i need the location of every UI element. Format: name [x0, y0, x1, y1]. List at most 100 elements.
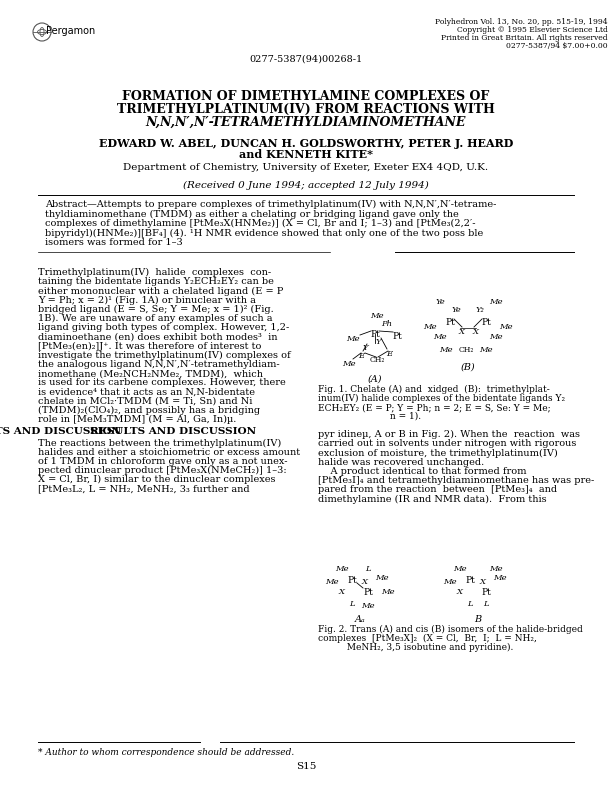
Text: L: L [483, 600, 489, 608]
Text: Trimethylplatinum(IV)  halide  complexes  con-: Trimethylplatinum(IV) halide complexes c… [38, 268, 271, 277]
Text: Me: Me [489, 565, 503, 573]
Text: TRIMETHYLPLATINUM(IV) FROM REACTIONS WITH: TRIMETHYLPLATINUM(IV) FROM REACTIONS WIT… [117, 103, 495, 116]
Text: (A): (A) [368, 375, 382, 384]
Text: Me: Me [325, 578, 339, 586]
Text: N,N,N′,N′-TETRAMETHYLDIAMINOMETHANE: N,N,N′,N′-TETRAMETHYLDIAMINOMETHANE [146, 116, 466, 129]
Text: Me: Me [335, 565, 349, 573]
Text: Abstract—Attempts to prepare complexes of trimethylplatinum(IV) with N,N,N′,N′-t: Abstract—Attempts to prepare complexes o… [45, 200, 496, 209]
Text: The reactions between the trimethylplatinum(IV): The reactions between the trimethylplati… [38, 439, 282, 447]
Text: A product identical to that formed from: A product identical to that formed from [318, 466, 526, 476]
Text: Printed in Great Britain. All rights reserved: Printed in Great Britain. All rights res… [441, 34, 608, 42]
Text: Me: Me [433, 333, 447, 341]
Text: Pt: Pt [445, 318, 455, 327]
Text: role in [MeM₃TMDM] (M = Al, Ga, In)µ.: role in [MeM₃TMDM] (M = Al, Ga, In)µ. [38, 415, 236, 425]
Text: Me: Me [489, 333, 503, 341]
Text: X: X [480, 578, 486, 586]
Text: halide was recovered unchanged.: halide was recovered unchanged. [318, 458, 484, 466]
Text: 0277-5387(94)00268-1: 0277-5387(94)00268-1 [249, 55, 363, 64]
Text: Me: Me [489, 298, 503, 306]
Text: investigate the trimethylplatinum(IV) complexes of: investigate the trimethylplatinum(IV) co… [38, 351, 291, 360]
Text: Me: Me [370, 312, 384, 320]
Text: Aₐ: Aₐ [355, 615, 365, 624]
Text: RESULTS AND DISCUSSION: RESULTS AND DISCUSSION [0, 428, 121, 436]
Text: Y: Y [375, 338, 381, 346]
Text: pared from the reaction  between  [PtMe₃]₄  and: pared from the reaction between [PtMe₃]₄… [318, 485, 557, 494]
Text: B: B [474, 615, 482, 624]
Text: of 1 TMDM in chloroform gave only as a not unex-: of 1 TMDM in chloroform gave only as a n… [38, 457, 288, 466]
Text: inomethane (Me₂NCH₂NMe₂, TMDM),  which: inomethane (Me₂NCH₂NMe₂, TMDM), which [38, 369, 263, 379]
Text: Me: Me [439, 346, 453, 354]
Text: Me: Me [493, 574, 507, 582]
Text: ligand giving both types of complex. However, 1,2-: ligand giving both types of complex. How… [38, 323, 289, 332]
Text: Fig. 1. Chelate (A) and  xidged  (B):  trimethylplat-: Fig. 1. Chelate (A) and xidged (B): trim… [318, 385, 550, 394]
Text: S15: S15 [296, 762, 316, 771]
Text: Y = Ph; x = 2)¹ (Fig. 1A) or binuclear with a: Y = Ph; x = 2)¹ (Fig. 1A) or binuclear w… [38, 295, 256, 305]
Text: Me: Me [443, 578, 457, 586]
Text: is evidence⁴ that it acts as an N,N-bidentate: is evidence⁴ that it acts as an N,N-bide… [38, 387, 255, 397]
Text: Polyhedron Vol. 13, No. 20, pp. 515-19, 1994: Polyhedron Vol. 13, No. 20, pp. 515-19, … [435, 18, 608, 26]
Text: the analogous ligand N,N,N′,N′-tetramethyldiam-: the analogous ligand N,N,N′,N′-tetrameth… [38, 360, 280, 369]
Text: Pt: Pt [363, 588, 373, 597]
Text: taining the bidentate ligands Y₂ECH₂EY₂ can be: taining the bidentate ligands Y₂ECH₂EY₂ … [38, 277, 274, 286]
Text: ECH₂EY₂ (E = P; Y = Ph; n = 2; E = S, Se: Y = Me;: ECH₂EY₂ (E = P; Y = Ph; n = 2; E = S, Se… [318, 403, 551, 412]
Text: pected dinuclear product [PtMe₃X(NMeCH₂)] 1–3:: pected dinuclear product [PtMe₃X(NMeCH₂)… [38, 466, 286, 475]
Text: L: L [349, 600, 355, 608]
Text: * Author to whom correspondence should be addressed.: * Author to whom correspondence should b… [38, 748, 294, 757]
Text: 1B). We are unaware of any examples of such a: 1B). We are unaware of any examples of s… [38, 314, 272, 323]
Text: Me: Me [381, 588, 395, 596]
Text: Me: Me [423, 323, 437, 331]
Text: (TMDM)₂(ClO₄)₂, and possibly has a bridging: (TMDM)₂(ClO₄)₂, and possibly has a bridg… [38, 406, 260, 415]
Text: E: E [386, 350, 392, 358]
Text: [PtMe₃L₂, L = NH₂, MeNH₂, 3₃ further and: [PtMe₃L₂, L = NH₂, MeNH₂, 3₃ further and [38, 485, 250, 493]
Text: L: L [365, 565, 371, 573]
Text: Pt: Pt [465, 576, 475, 585]
Text: X: X [362, 578, 368, 586]
Text: and KENNETH KITE*: and KENNETH KITE* [239, 149, 373, 160]
Text: Me: Me [346, 335, 360, 343]
Text: E: E [358, 352, 364, 360]
Text: Me: Me [342, 360, 356, 368]
Text: Ph: Ph [381, 320, 392, 328]
Text: RESULTS AND DISCUSSION: RESULTS AND DISCUSSION [90, 428, 256, 436]
Text: exclusion of moisture, the trimethylplatinum(IV): exclusion of moisture, the trimethylplat… [318, 448, 558, 458]
Text: Y: Y [362, 344, 368, 352]
Text: either mononuclear with a chelated ligand (E = P: either mononuclear with a chelated ligan… [38, 287, 283, 295]
Text: L: L [467, 600, 473, 608]
Text: X: X [339, 588, 345, 596]
Text: Y₂: Y₂ [476, 306, 485, 314]
Text: 0277-5387/94 $7.00+0.00: 0277-5387/94 $7.00+0.00 [506, 42, 608, 50]
Text: CH₂: CH₂ [458, 346, 474, 354]
Text: Pt: Pt [481, 318, 491, 327]
Text: Ye: Ye [435, 298, 445, 306]
Text: carried out in solvents under nitrogen with rigorous: carried out in solvents under nitrogen w… [318, 440, 577, 448]
Text: X: X [473, 328, 479, 336]
Text: is used for its carbene complexes. However, there: is used for its carbene complexes. Howev… [38, 379, 286, 387]
Text: complexes of dimethylamine [PtMe₃X(HNMe₂)] (X = Cl, Br and I; 1–3) and [PtMe₃(2,: complexes of dimethylamine [PtMe₃X(HNMe₂… [45, 219, 476, 228]
Text: CH₂: CH₂ [369, 356, 385, 364]
Text: dimethylamine (IR and NMR data).  From this: dimethylamine (IR and NMR data). From th… [318, 494, 547, 504]
Text: FORMATION OF DIMETHYLAMINE COMPLEXES OF: FORMATION OF DIMETHYLAMINE COMPLEXES OF [122, 90, 490, 103]
Text: n = 1).: n = 1). [318, 412, 421, 421]
Text: X: X [457, 588, 463, 596]
Text: Me: Me [375, 574, 389, 582]
Text: Me: Me [453, 565, 467, 573]
Text: Copyright © 1995 Elsevier Science Ltd: Copyright © 1995 Elsevier Science Ltd [457, 26, 608, 34]
Text: diaminoethane (en) does exhibit both modes³  in: diaminoethane (en) does exhibit both mod… [38, 333, 277, 341]
Text: X: X [459, 328, 465, 336]
Text: [PtMe₃I]₄ and tetramethyldiaminomethane has was pre-: [PtMe₃I]₄ and tetramethyldiaminomethane … [318, 476, 594, 485]
Text: isomers was formed for 1–3: isomers was formed for 1–3 [45, 238, 183, 247]
Text: Department of Chemistry, University of Exeter, Exeter EX4 4QD, U.K.: Department of Chemistry, University of E… [124, 163, 488, 172]
Text: Pergamon: Pergamon [46, 26, 95, 36]
Text: MeNH₂, 3,5 isobutine and pyridine).: MeNH₂, 3,5 isobutine and pyridine). [318, 643, 513, 652]
Text: Pt: Pt [347, 576, 357, 585]
Text: chelate in MCl₂·TMDM (M = Ti, Sn) and Ni: chelate in MCl₂·TMDM (M = Ti, Sn) and Ni [38, 397, 252, 406]
Text: bridged ligand (E = S, Se; Y = Me; x = 1)² (Fig.: bridged ligand (E = S, Se; Y = Me; x = 1… [38, 305, 274, 314]
Text: Pt: Pt [392, 332, 402, 341]
Text: inum(IV) halide complexes of the bidentate ligands Y₂: inum(IV) halide complexes of the bidenta… [318, 394, 565, 403]
Text: Ye: Ye [451, 306, 461, 314]
Text: thyldiaminomethane (TMDM) as either a chelating or bridging ligand gave only the: thyldiaminomethane (TMDM) as either a ch… [45, 210, 459, 219]
Text: (Received 0 June 1994; accepted 12 July 1994): (Received 0 June 1994; accepted 12 July … [183, 181, 429, 190]
Text: Pt: Pt [370, 330, 380, 339]
Text: halides and either a stoichiometric or excess amount: halides and either a stoichiometric or e… [38, 447, 300, 457]
Text: Me: Me [479, 346, 493, 354]
